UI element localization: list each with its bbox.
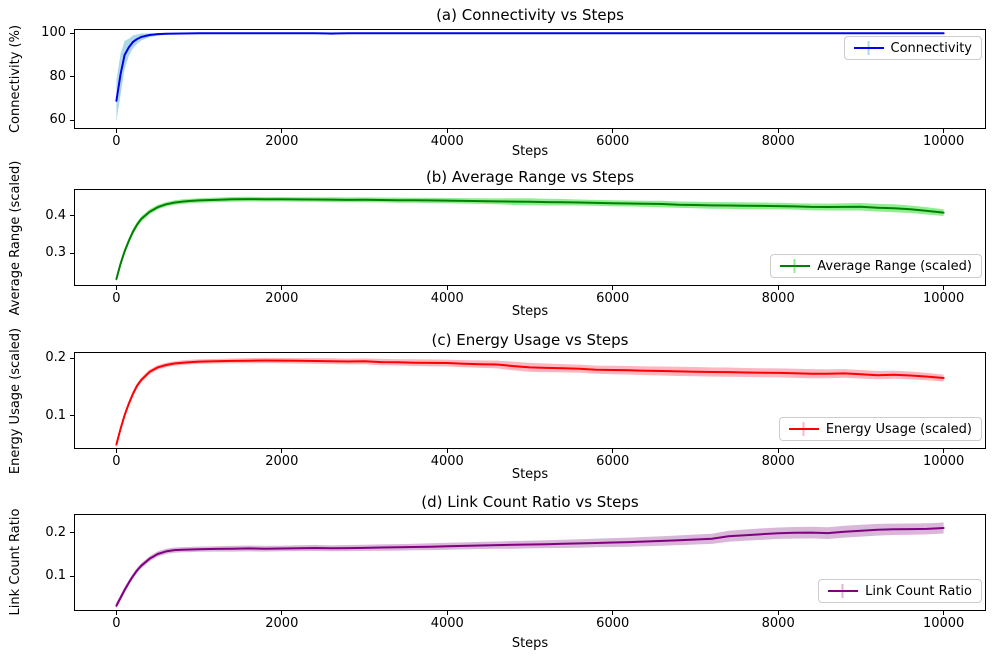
y-tick-mark — [70, 252, 74, 254]
x-tick-label: 6000 — [596, 134, 630, 149]
x-tick-mark — [115, 129, 117, 133]
x-tick-label: 2000 — [265, 134, 299, 149]
x-tick-mark — [777, 129, 779, 133]
x-tick-mark — [612, 129, 614, 133]
y-tick-label: 0.1 — [45, 568, 66, 584]
subplot-c-legend-label: Energy Usage (scaled) — [825, 421, 972, 437]
x-tick-mark — [281, 611, 283, 615]
mean-line — [115, 198, 945, 280]
y-tick-mark — [70, 575, 74, 577]
subplot-a-plot-area — [74, 29, 986, 129]
subplot-c-title: (c) Energy Usage vs Steps — [431, 331, 629, 349]
subplot-b-y-axis-label: Average Range (scaled) — [8, 160, 23, 316]
errorbar-marker-icon — [788, 421, 819, 437]
x-tick-label: 2000 — [265, 291, 299, 306]
x-tick-mark — [943, 611, 945, 615]
y-tick-mark — [70, 215, 74, 217]
x-tick-label: 2000 — [265, 616, 299, 631]
subplot-c-x-axis-label: Steps — [511, 467, 549, 482]
x-tick-label: 10000 — [922, 454, 965, 469]
errorbar-marker-icon — [828, 583, 859, 599]
mean-line — [115, 359, 945, 446]
y-tick-mark — [70, 119, 74, 121]
subplot-a-x-axis-label: Steps — [511, 144, 549, 159]
series-plot — [115, 522, 945, 609]
mean-line — [115, 527, 945, 607]
errorbar-marker-icon — [853, 40, 884, 56]
series-plot — [115, 196, 945, 282]
x-tick-label: 10000 — [922, 291, 965, 306]
subplot-b-legend-label: Average Range (scaled) — [817, 258, 972, 274]
subplot-a-title: (a) Connectivity vs Steps — [436, 6, 624, 24]
subplot-b-x-axis-label: Steps — [511, 304, 549, 319]
x-tick-mark — [115, 286, 117, 290]
x-tick-mark — [446, 611, 448, 615]
x-tick-label: 4000 — [430, 616, 464, 631]
mean-line — [115, 32, 945, 102]
x-tick-label: 10000 — [922, 134, 965, 149]
subplot-d-title: (d) Link Count Ratio vs Steps — [421, 493, 639, 511]
y-tick-label: 100 — [41, 25, 66, 41]
y-tick-mark — [70, 357, 74, 359]
x-tick-label: 6000 — [596, 291, 630, 306]
x-tick-mark — [612, 449, 614, 453]
confidence-band — [116, 33, 944, 122]
y-tick-label: 0.2 — [45, 350, 66, 366]
x-tick-label: 8000 — [761, 616, 795, 631]
x-tick-mark — [612, 611, 614, 615]
x-tick-mark — [115, 611, 117, 615]
y-tick-label: 80 — [49, 68, 66, 84]
x-tick-label: 0 — [112, 134, 121, 149]
x-tick-label: 4000 — [430, 134, 464, 149]
x-tick-label: 0 — [112, 291, 121, 306]
errorbar-marker-icon — [780, 258, 811, 274]
x-tick-label: 2000 — [265, 454, 299, 469]
y-tick-mark — [70, 415, 74, 417]
y-tick-label: 0.2 — [45, 524, 66, 540]
x-tick-mark — [612, 286, 614, 290]
x-tick-mark — [446, 449, 448, 453]
confidence-band — [116, 196, 944, 282]
subplot-d-x-axis-label: Steps — [511, 636, 549, 651]
x-tick-label: 4000 — [430, 454, 464, 469]
subplot-d-legend: Link Count Ratio — [818, 579, 982, 603]
y-tick-label: 60 — [49, 112, 66, 128]
subplot-b-legend: Average Range (scaled) — [770, 254, 982, 278]
x-tick-mark — [777, 611, 779, 615]
y-tick-mark — [70, 532, 74, 534]
x-tick-mark — [115, 449, 117, 453]
x-tick-mark — [943, 286, 945, 290]
y-tick-label: 0.3 — [45, 245, 66, 261]
x-tick-label: 6000 — [596, 454, 630, 469]
x-tick-mark — [777, 449, 779, 453]
y-tick-label: 0.1 — [45, 407, 66, 423]
x-tick-label: 8000 — [761, 454, 795, 469]
x-tick-mark — [281, 286, 283, 290]
x-tick-mark — [943, 129, 945, 133]
x-tick-label: 10000 — [922, 616, 965, 631]
y-tick-label: 0.4 — [45, 207, 66, 223]
subplot-b-title: (b) Average Range vs Steps — [425, 168, 635, 186]
y-tick-mark — [70, 32, 74, 34]
subplot-d-legend-label: Link Count Ratio — [865, 583, 972, 599]
x-tick-label: 0 — [112, 454, 121, 469]
subplot-c-legend: Energy Usage (scaled) — [778, 417, 982, 441]
x-tick-mark — [777, 286, 779, 290]
series-plot — [115, 357, 945, 448]
x-tick-mark — [281, 129, 283, 133]
x-tick-label: 8000 — [761, 134, 795, 149]
subplot-a-legend-label: Connectivity — [890, 40, 972, 56]
x-tick-label: 0 — [112, 616, 121, 631]
x-tick-label: 6000 — [596, 616, 630, 631]
x-tick-mark — [281, 449, 283, 453]
subplot-a-legend: Connectivity — [843, 36, 982, 60]
x-tick-mark — [446, 286, 448, 290]
y-tick-mark — [70, 76, 74, 78]
series-plot — [115, 32, 945, 122]
x-tick-mark — [446, 129, 448, 133]
x-tick-mark — [943, 449, 945, 453]
x-tick-label: 8000 — [761, 291, 795, 306]
x-tick-label: 4000 — [430, 291, 464, 306]
